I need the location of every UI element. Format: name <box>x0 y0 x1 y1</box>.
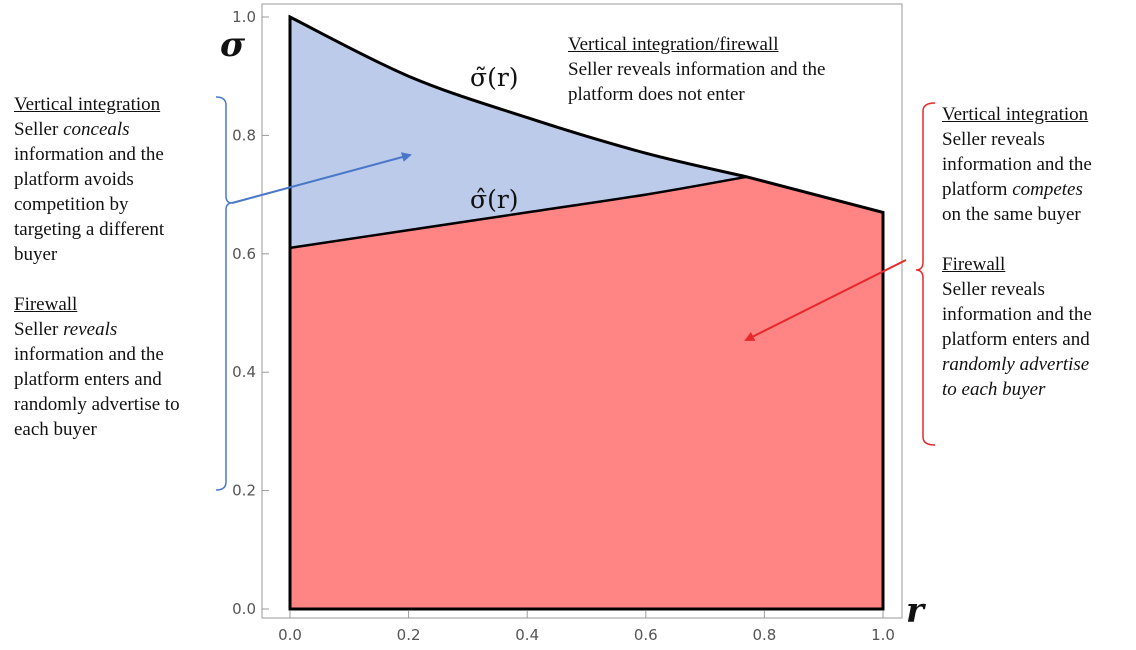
y-tick-label: 0.4 <box>232 363 256 381</box>
annotation-right-line: Seller reveals <box>942 129 1045 150</box>
plot-frame <box>261 3 903 619</box>
x-tick-label: 0.4 <box>515 626 539 644</box>
annotation-left-heading-vi: Vertical integration <box>14 94 161 115</box>
region-boundary <box>288 14 885 611</box>
annotation-right-line: information and the <box>942 304 1092 325</box>
annotation-right-line: platform competes <box>942 179 1083 200</box>
x-tick-label: 0.6 <box>634 626 658 644</box>
annotation-right-line: information and the <box>942 154 1092 175</box>
x-axis-label: r <box>906 591 926 631</box>
sigma-hat-label: σ̂(r) <box>470 185 519 214</box>
annotation-left-line: platform enters and <box>14 369 162 390</box>
annotation-right-line: to each buyer <box>942 379 1046 400</box>
annotation-left-line: Seller conceals <box>14 119 130 140</box>
x-tick-label: 1.0 <box>871 626 895 644</box>
sigma-tilde-label: σ̃(r) <box>470 63 519 92</box>
x-tick-label: 0.0 <box>278 626 302 644</box>
annotation-left-line: competition by <box>14 194 129 215</box>
y-tick-label: 0.0 <box>232 600 256 618</box>
red-arrow <box>744 259 907 341</box>
sigma-hat-curve <box>289 175 747 250</box>
region-red <box>290 176 883 610</box>
y-tick-label: 0.2 <box>232 482 256 500</box>
annotation-right-heading-fw: Firewall <box>942 254 1006 275</box>
annotation-right-line: Seller reveals <box>942 279 1045 300</box>
annotation-top: Vertical integration/firewall Seller rev… <box>568 32 825 107</box>
annotation-left-line: buyer <box>14 244 58 265</box>
annotation-right-line: platform enters and <box>942 329 1090 350</box>
annotation-left-line: each buyer <box>14 419 97 440</box>
annotation-right-heading-vi: Vertical integration <box>942 104 1089 125</box>
annotation-left-line: Seller reveals <box>14 319 118 340</box>
annotation-right-line: randomly advertise <box>942 354 1090 375</box>
x-tick-label: 0.2 <box>397 626 421 644</box>
annotation-right: Vertical integration Seller reveals info… <box>942 102 1092 402</box>
y-tick-label: 0.8 <box>232 126 256 144</box>
annotation-left-line: targeting a different <box>14 219 165 240</box>
annotation-left-heading-fw: Firewall <box>14 294 78 315</box>
y-tick-label: 0.6 <box>232 245 256 263</box>
annotation-top-line: Seller reveals information and the <box>568 59 826 80</box>
annotation-left-line: information and the <box>14 344 164 365</box>
x-tick-label: 0.8 <box>752 626 776 644</box>
annotation-left-line: information and the <box>14 144 164 165</box>
y-tick-label: 1.0 <box>232 8 256 26</box>
annotation-left-line: randomly advertise to <box>14 394 180 415</box>
right-bracket <box>915 102 936 446</box>
left-bracket <box>215 96 233 491</box>
annotation-top-heading: Vertical integration/firewall <box>568 34 779 55</box>
annotation-top-line: platform does not enter <box>568 84 745 105</box>
annotation-left-line: platform avoids <box>14 169 134 190</box>
blue-arrow <box>231 152 412 204</box>
annotation-left: Vertical integration Seller conceals inf… <box>14 92 180 442</box>
y-axis-label: σ <box>220 25 246 65</box>
annotation-right-line: on the same buyer <box>942 204 1081 225</box>
